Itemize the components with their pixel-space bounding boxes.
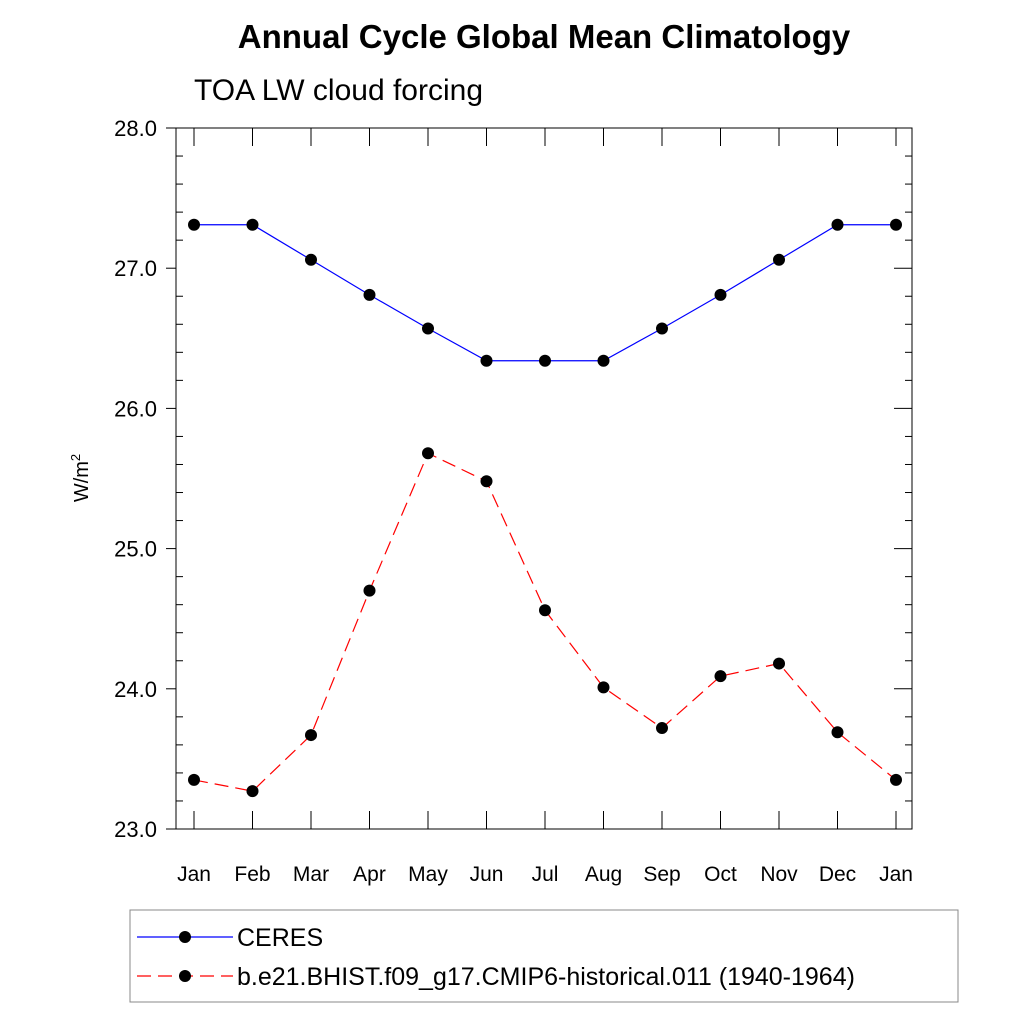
data-point-model (714, 670, 727, 683)
data-point-model (422, 447, 434, 460)
x-tick-label: Jan (177, 863, 211, 886)
x-tick-label: May (408, 863, 448, 886)
y-tick-label: 24.0 (114, 677, 157, 702)
legend-box (129, 909, 959, 1003)
x-tick-label: Apr (353, 863, 386, 886)
chart-subtitle: TOA LW cloud forcing (194, 74, 483, 107)
x-tick-label: Sep (643, 863, 680, 886)
y-tick-label: 27.0 (114, 256, 157, 281)
x-tick-label: Mar (293, 863, 329, 886)
data-point-ceres (480, 354, 493, 367)
y-tick-label: 26.0 (114, 396, 157, 421)
legend-marker-ceres (179, 931, 191, 943)
y-axis-label: W/m2 (68, 454, 93, 502)
data-point-model (188, 773, 200, 786)
y-tick-label: 23.0 (114, 817, 157, 842)
data-point-ceres (188, 218, 200, 231)
data-point-ceres (890, 218, 902, 231)
data-point-ceres (831, 218, 844, 231)
data-point-model (890, 773, 902, 786)
data-point-ceres (305, 253, 317, 266)
ticks-group: 23.0 24.0 25.0 26.0 27.0 28.0 Jan Feb Mar Apr May J… (114, 116, 913, 886)
data-point-ceres (714, 288, 727, 301)
x-tick-label: Dec (819, 863, 856, 886)
x-tick-label: Nov (760, 863, 798, 886)
data-point-ceres (656, 322, 668, 335)
series-group (188, 218, 902, 798)
series-line-model (193, 452, 897, 792)
x-tick-label: Oct (704, 863, 737, 886)
x-tick-label: Jun (470, 863, 504, 886)
data-point-ceres (539, 354, 551, 367)
x-tick-label: Feb (234, 863, 270, 886)
data-point-model (363, 584, 376, 597)
series-line-ceres (194, 224, 896, 362)
legend-marker-model (179, 970, 191, 982)
legend-label-model: b.e21.BHIST.f09_g17.CMIP6-historical.011… (237, 963, 855, 991)
data-point-model (656, 722, 668, 735)
legend-group: CERES b.e21.BHIST.f09_g17.CMIP6-historica… (137, 924, 855, 991)
x-tick-label: Aug (585, 863, 622, 886)
data-point-ceres (773, 253, 785, 266)
x-tick-label: Jan (879, 863, 913, 886)
data-point-model (480, 475, 493, 488)
data-point-ceres (422, 322, 434, 335)
data-point-ceres (597, 354, 610, 367)
data-point-model (539, 604, 551, 617)
y-axis-label-superscript: 2 (68, 454, 83, 461)
legend-label-ceres: CERES (237, 924, 323, 952)
x-tick-label: Jul (532, 863, 559, 886)
data-point-model (773, 657, 785, 670)
chart-title: Annual Cycle Global Mean Climatology (238, 18, 851, 55)
y-axis-label-base: W/m (71, 461, 93, 502)
data-point-ceres (246, 218, 259, 231)
data-point-model (305, 729, 317, 742)
data-point-model (831, 726, 844, 739)
y-tick-label: 25.0 (114, 537, 157, 562)
data-point-ceres (363, 288, 376, 301)
data-point-model (597, 681, 610, 694)
plot-frame (175, 127, 913, 830)
y-tick-label: 28.0 (114, 116, 157, 141)
data-point-model (246, 785, 259, 798)
